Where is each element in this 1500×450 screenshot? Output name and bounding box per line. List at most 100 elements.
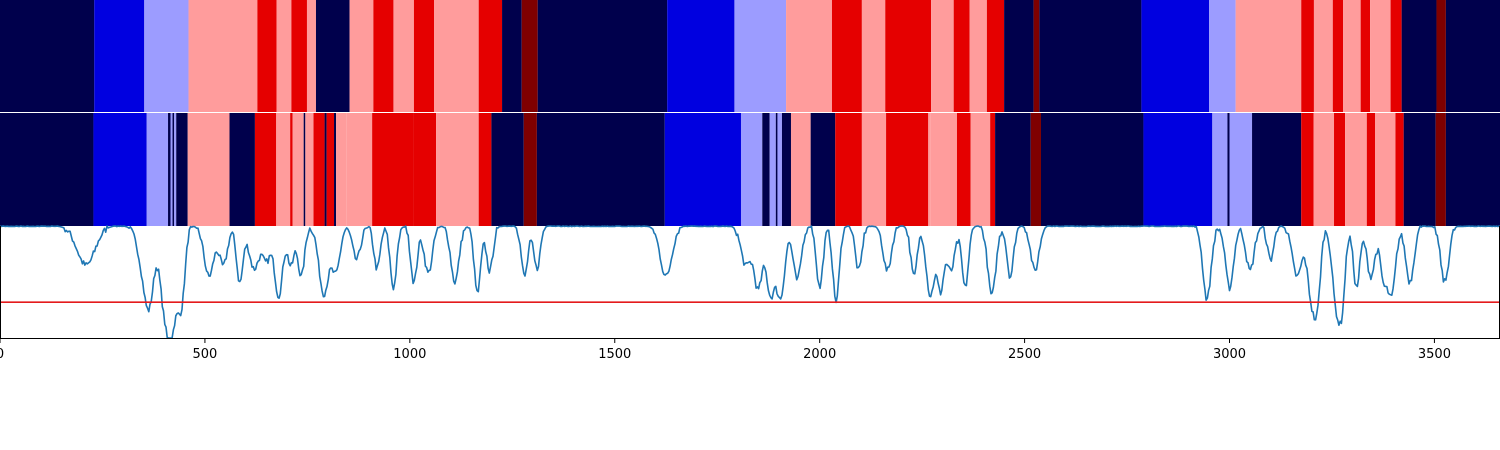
strip-bottom-segment-13: [292, 113, 304, 226]
strip-top-segment-5: [276, 0, 292, 112]
strip-bottom-segment-0: [0, 113, 94, 226]
strip-top-segment-13: [434, 0, 479, 112]
strip-bottom-segment-54: [1301, 113, 1314, 226]
strip-top-segment-32: [1209, 0, 1236, 112]
strip-bottom-segment-34: [777, 113, 782, 226]
strip-bottom-segment-19: [334, 113, 337, 226]
strip-bottom: [0, 113, 1500, 226]
strip-bottom-segment-12: [290, 113, 293, 226]
strip-bottom-segment-16: [313, 113, 325, 226]
strip-bottom-segment-46: [995, 113, 1031, 226]
strip-top-segment-19: [734, 0, 787, 112]
strip-top-segment-20: [786, 0, 832, 112]
strip-top-segment-43: [1445, 0, 1500, 112]
strip-top-segment-16: [521, 0, 538, 112]
strip-top-segment-23: [885, 0, 932, 112]
signal-line: [0, 225, 1500, 339]
strip-bottom-segment-49: [1143, 113, 1213, 226]
strip-bottom-segment-5: [172, 113, 175, 226]
strip-bottom-segment-17: [324, 113, 327, 226]
strip-bottom-segment-22: [372, 113, 414, 226]
strip-bottom-segment-55: [1313, 113, 1335, 226]
strip-top-segment-12: [413, 0, 435, 112]
strip-top-segment-34: [1301, 0, 1314, 112]
strip-top-segment-26: [969, 0, 987, 112]
strip-bottom-segment-41: [928, 113, 931, 226]
strip-top-segment-3: [188, 0, 258, 112]
strip-top-segment-25: [953, 0, 970, 112]
strip-bottom-segment-60: [1395, 113, 1404, 226]
strip-top-segment-1: [94, 0, 145, 112]
strip-bottom-segment-51: [1227, 113, 1230, 226]
strip-bottom-segment-28: [536, 113, 665, 226]
strip-bottom-segment-33: [775, 113, 778, 226]
strip-bottom-segment-48: [1040, 113, 1144, 226]
strip-bottom-segment-42: [930, 113, 957, 226]
strip-bottom-segment-35: [781, 113, 791, 226]
strip-bottom-segment-62: [1435, 113, 1446, 226]
strip-bottom-segment-40: [886, 113, 929, 226]
strip-top-segment-0: [0, 0, 95, 112]
strip-bottom-segment-43: [956, 113, 971, 226]
strip-bottom-segment-44: [970, 113, 991, 226]
strip-bottom-segment-29: [664, 113, 741, 226]
x-tick-label-2000: 2000: [803, 347, 836, 362]
strip-bottom-segment-10: [254, 113, 277, 226]
strip-top-segment-10: [373, 0, 394, 112]
strip-top-segment-4: [257, 0, 277, 112]
strip-bottom-segment-52: [1229, 113, 1253, 226]
strip-bottom-segment-39: [861, 113, 887, 226]
strip-top-segment-28: [1004, 0, 1034, 112]
strip-top-segment-24: [931, 0, 954, 112]
strip-top-segment-42: [1436, 0, 1446, 112]
strip-bottom-segment-21: [346, 113, 373, 226]
x-tick-label-0: 0: [0, 347, 4, 362]
strip-top-segment-30: [1039, 0, 1142, 112]
strip-bottom-segment-24: [436, 113, 479, 226]
strip-bottom-segment-31: [762, 113, 770, 226]
strip-top-segment-6: [291, 0, 307, 112]
strip-bottom-segment-61: [1403, 113, 1436, 226]
strip-bottom-segment-1: [93, 113, 147, 226]
strip-bottom-segment-23: [413, 113, 437, 226]
strip-top-segment-15: [502, 0, 522, 112]
x-tick-label-2500: 2500: [1008, 347, 1041, 362]
strip-top: [0, 0, 1500, 113]
strip-top-segment-35: [1313, 0, 1333, 112]
strip-bottom-segment-8: [187, 113, 230, 226]
strip-bottom-segment-18: [326, 113, 335, 226]
strip-top-segment-27: [986, 0, 1005, 112]
strip-bottom-segment-47: [1030, 113, 1041, 226]
strip-bottom-segment-14: [303, 113, 306, 226]
strip-bottom-segment-30: [740, 113, 763, 226]
strip-top-segment-21: [831, 0, 862, 112]
strip-bottom-segment-26: [491, 113, 524, 226]
strip-top-segment-31: [1141, 0, 1210, 112]
strip-top-segment-38: [1360, 0, 1371, 112]
strip-top-segment-2: [144, 0, 189, 112]
strip-top-segment-37: [1343, 0, 1361, 112]
strip-bottom-segment-25: [478, 113, 492, 226]
strip-bottom-segment-6: [174, 113, 177, 226]
x-axis: 0 500 1000 1500 2000 2500 3000 3500: [0, 339, 1451, 362]
strip-bottom-segment-53: [1252, 113, 1302, 226]
strip-top-segment-22: [861, 0, 886, 112]
strip-bottom-segment-15: [305, 113, 314, 226]
strip-bottom-segment-37: [810, 113, 836, 226]
strip-bottom-segment-9: [229, 113, 255, 226]
strip-bottom-segment-50: [1212, 113, 1228, 226]
strip-bottom-segment-38: [835, 113, 862, 226]
line-panel: [0, 225, 1500, 339]
strip-top-segment-29: [1033, 0, 1040, 112]
strip-top-segment-18: [667, 0, 735, 112]
strip-top-segment-11: [393, 0, 414, 112]
strip-bottom-segment-11: [276, 113, 291, 226]
strip-top-segment-17: [537, 0, 668, 112]
strip-bottom-segment-20: [336, 113, 347, 226]
strip-bottom-segment-4: [170, 113, 173, 226]
strip-top-segment-8: [315, 0, 350, 112]
strip-bottom-segment-57: [1345, 113, 1367, 226]
strip-top-segment-39: [1370, 0, 1391, 112]
strip-bottom-segment-58: [1366, 113, 1375, 226]
strip-bottom-segment-2: [146, 113, 169, 226]
